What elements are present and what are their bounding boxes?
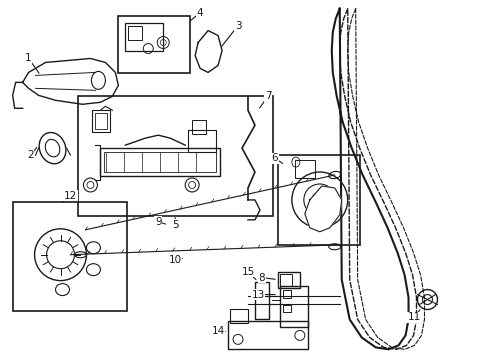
Bar bbox=[280, 274, 292, 285]
Text: 11: 11 bbox=[408, 312, 421, 323]
Bar bbox=[283, 289, 291, 298]
Bar bbox=[96, 113, 107, 129]
Polygon shape bbox=[195, 31, 222, 72]
Bar bbox=[280, 285, 308, 328]
Bar bbox=[283, 305, 291, 312]
Text: 14: 14 bbox=[212, 327, 225, 336]
Text: 7: 7 bbox=[265, 91, 271, 101]
Polygon shape bbox=[23, 58, 119, 104]
Text: 1: 1 bbox=[25, 54, 32, 63]
Text: 4: 4 bbox=[197, 8, 203, 18]
Bar bbox=[192, 120, 206, 134]
Bar bbox=[93, 110, 110, 132]
Bar bbox=[125, 23, 163, 50]
Bar bbox=[13, 202, 127, 311]
Bar bbox=[78, 96, 273, 216]
Text: 5: 5 bbox=[172, 220, 178, 230]
Bar bbox=[278, 272, 300, 288]
Bar bbox=[128, 26, 142, 40]
Bar bbox=[100, 148, 220, 176]
Polygon shape bbox=[305, 186, 342, 232]
Text: 6: 6 bbox=[271, 153, 278, 163]
Bar bbox=[104, 152, 216, 172]
Text: 2: 2 bbox=[27, 150, 34, 160]
Bar bbox=[295, 160, 315, 178]
Text: 15: 15 bbox=[242, 267, 255, 276]
Text: 3: 3 bbox=[235, 21, 242, 31]
Bar bbox=[119, 15, 190, 73]
Text: 8: 8 bbox=[259, 273, 265, 283]
Bar bbox=[230, 310, 248, 323]
Bar bbox=[228, 321, 308, 349]
Bar bbox=[278, 155, 360, 245]
Text: 9: 9 bbox=[155, 217, 162, 227]
Text: 10: 10 bbox=[169, 255, 182, 265]
Bar bbox=[188, 130, 216, 152]
Text: 12: 12 bbox=[64, 191, 77, 201]
Bar bbox=[255, 282, 269, 319]
Text: 13: 13 bbox=[251, 289, 265, 300]
